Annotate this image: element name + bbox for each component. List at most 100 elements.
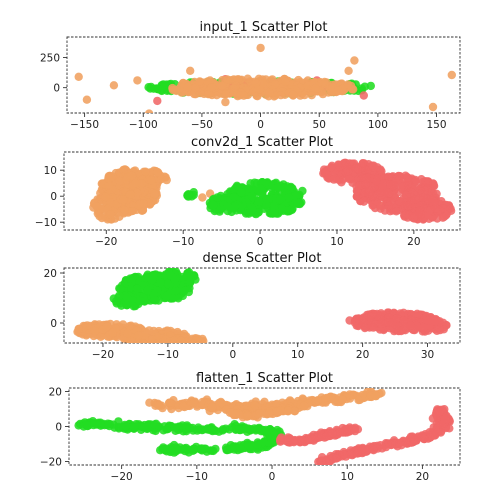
point-orange-301 [115,176,124,186]
point-green-317 [235,425,244,434]
point-red-258 [399,316,408,325]
point-red-369 [435,407,444,417]
point-red-111 [308,435,318,444]
point-green-316 [267,434,276,444]
point-red-254 [360,323,370,333]
point-red-118 [334,175,343,185]
point-green-250 [103,419,113,428]
point-red-358 [317,453,327,462]
chart-title-input-1: input_1 Scatter Plot [200,20,328,35]
point-orange-308 [264,409,273,418]
x-tick-label: −20 [95,236,117,248]
point-orange-249 [338,395,347,405]
point-green-313 [235,443,245,452]
scatter-points-flatten-1 [74,388,454,465]
scatter-points-conv2d-1 [89,158,456,224]
point-green-337 [213,193,222,202]
x-tick-label: 0 [257,236,264,248]
point-orange-210 [179,402,188,411]
point-orange-300 [218,81,227,91]
point-green-213 [116,284,125,294]
point-red-319 [430,317,439,326]
point-orange-227 [196,88,205,98]
point-green-265 [244,184,253,193]
point-red-579 [376,188,385,197]
series-orange-conv2d-1 [89,165,384,224]
point-red-243 [376,309,386,318]
point-orange-375 [120,206,129,215]
point-red-570 [363,173,373,183]
point-orange-376 [96,204,106,213]
point-orange-413 [141,167,150,176]
point-red-377 [429,181,438,191]
point-orange-229 [165,398,174,407]
point-orange-348 [447,70,456,80]
point-red-242 [351,316,360,325]
point-green-347 [129,302,138,311]
point-green-279 [170,423,180,432]
point-orange-419 [137,179,146,188]
point-orange-309 [183,82,192,92]
point-orange-321 [276,91,286,100]
point-green-299 [182,272,191,281]
point-red-365 [395,439,404,448]
point-green-199 [146,84,155,93]
point-orange-316 [106,173,116,182]
point-orange-418 [162,175,171,185]
point-green-217 [143,285,152,295]
point-orange-349 [428,102,438,112]
point-orange-127 [102,322,112,331]
series-red-flatten-1 [276,405,454,465]
point-orange-336 [239,91,248,100]
point-red-578 [361,180,370,189]
point-red-342 [408,432,417,441]
point-orange-310 [255,409,264,418]
point-red-112 [343,167,352,176]
point-green-303 [134,420,143,429]
point-orange-292 [320,77,329,87]
point-orange-320 [265,88,274,97]
point-red-114 [334,166,343,175]
point-red-497 [410,195,420,204]
point-red-349 [392,207,401,216]
point-orange-317 [243,411,252,420]
point-red-374 [440,414,450,424]
x-tick-label: 20 [407,236,420,248]
point-red-498 [404,210,413,220]
point-orange-304 [126,190,135,199]
point-red-480 [403,201,412,211]
x-tick-label: −20 [92,349,114,361]
point-red-119 [327,163,336,172]
point-green-277 [256,184,265,193]
point-green-296 [114,422,124,432]
point-red-371 [386,197,395,206]
chart-title-flatten-1: flatten_1 Scatter Plot [196,371,333,386]
point-orange-248 [321,394,330,403]
point-red-318 [424,316,433,325]
point-green-210 [163,291,172,301]
point-green-340 [135,296,145,306]
point-green-211 [133,284,142,294]
point-orange-309 [176,336,186,343]
y-tick-label: 0 [50,191,57,203]
point-orange-368 [97,213,107,223]
x-tick-label: −50 [191,119,213,131]
point-orange-305 [150,189,159,199]
point-orange-126 [90,326,100,336]
point-orange-318 [290,406,299,416]
y-tick-label: 20 [49,386,62,398]
point-orange-277 [223,75,232,84]
point-red-256 [376,319,386,328]
point-orange-340 [74,72,83,82]
point-red-120 [153,96,162,106]
point-green-281 [211,444,220,454]
point-orange-345 [186,66,195,76]
point-red-376 [331,454,340,463]
point-red-310 [406,321,415,330]
x-tick-label: −20 [111,471,133,483]
point-red-320 [345,316,354,325]
point-orange-409 [153,168,163,177]
point-green-222 [295,199,304,208]
point-green-238 [250,178,259,187]
